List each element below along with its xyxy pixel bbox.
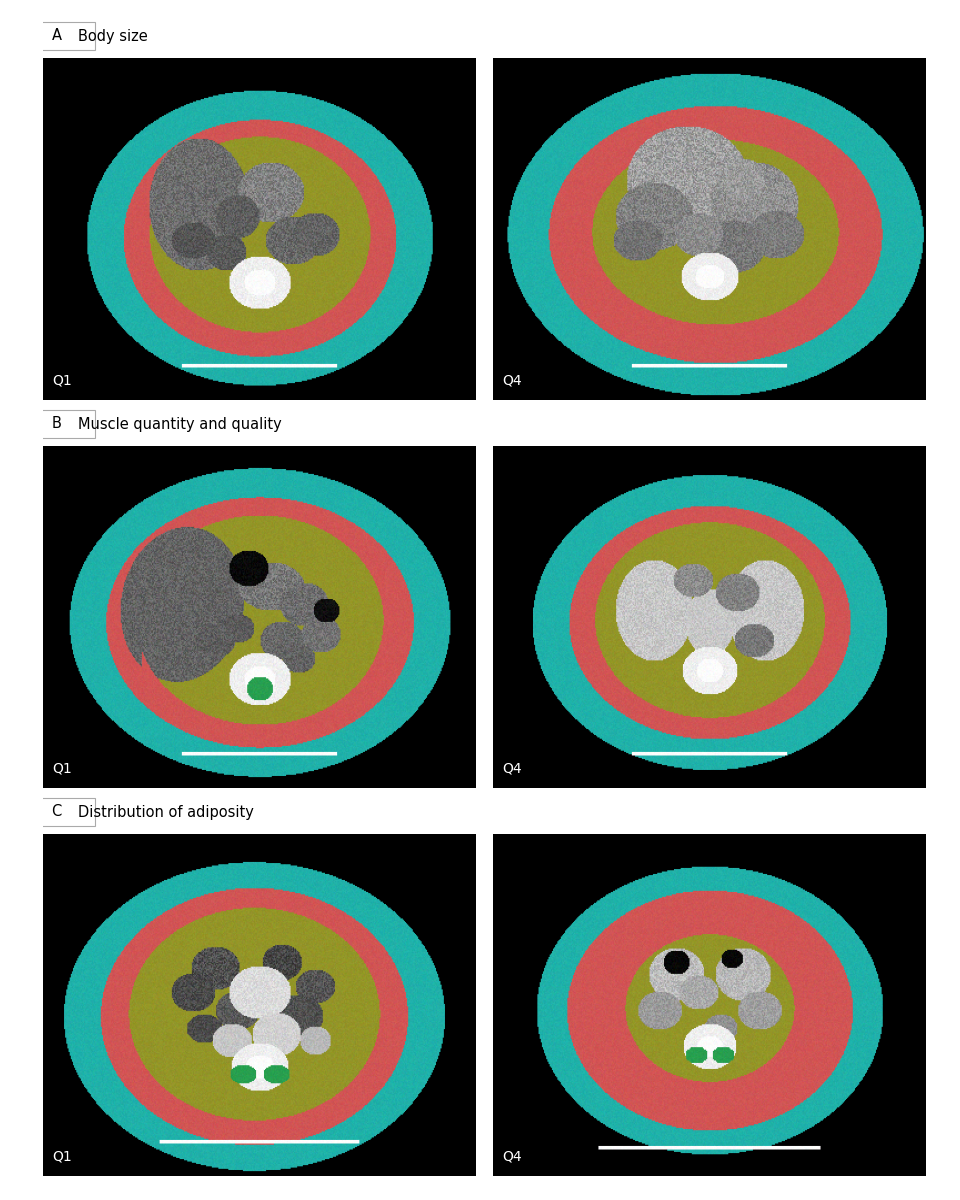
Text: A: A: [52, 29, 61, 43]
Text: Q4: Q4: [502, 374, 522, 388]
Text: Muscle quantity and quality: Muscle quantity and quality: [78, 416, 281, 432]
Text: Q1: Q1: [52, 762, 72, 776]
Text: Q1: Q1: [52, 1150, 72, 1164]
Text: B: B: [52, 416, 61, 432]
FancyBboxPatch shape: [17, 410, 95, 438]
Text: C: C: [51, 804, 61, 820]
Text: Body size: Body size: [78, 29, 148, 43]
Text: Q4: Q4: [502, 762, 522, 776]
FancyBboxPatch shape: [17, 22, 95, 50]
Text: Q1: Q1: [52, 374, 72, 388]
Text: Q4: Q4: [502, 1150, 522, 1164]
Text: Distribution of adiposity: Distribution of adiposity: [78, 804, 253, 820]
FancyBboxPatch shape: [17, 798, 95, 826]
